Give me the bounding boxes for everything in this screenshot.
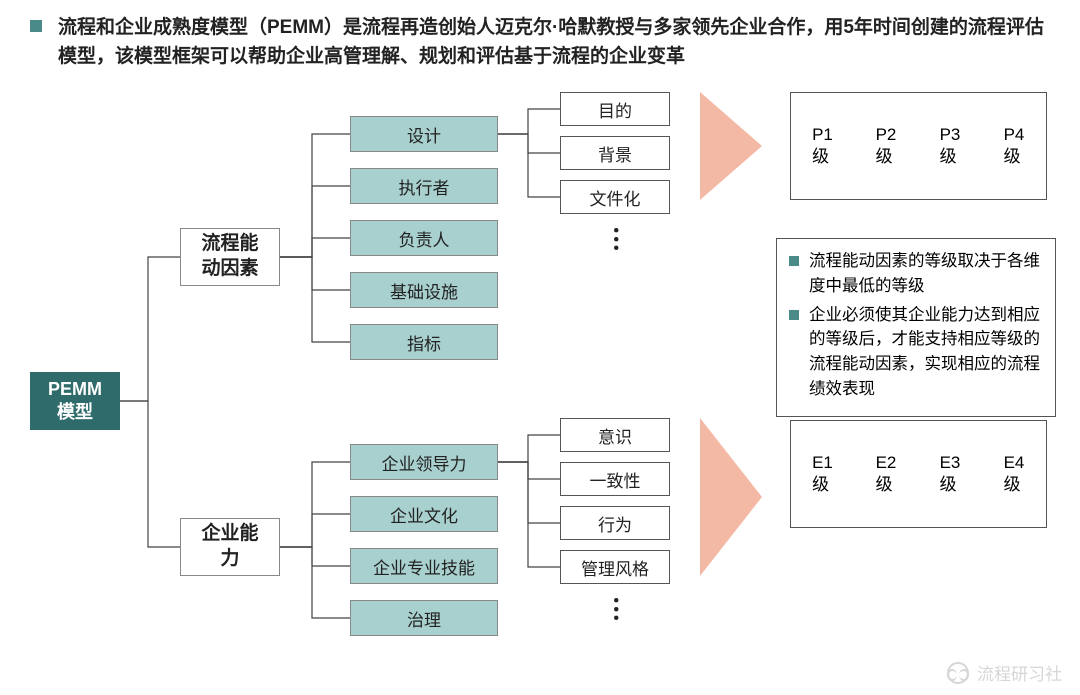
ellipsis-top-icon: ︙	[610, 226, 618, 249]
ellipsis-bottom-icon: ︙	[610, 596, 618, 619]
note-item-1: 流程能动因素的等级取决于各维度中最低的等级	[789, 249, 1043, 299]
wechat-icon	[947, 662, 969, 684]
header: 流程和企业成熟度模型（PEMM）是流程再造创始人迈克尔·哈默教授与多家领先企业合…	[30, 14, 1060, 71]
leaf-awareness: 意识	[560, 418, 670, 452]
mid-governance: 治理	[350, 600, 498, 636]
level-p2: P2 级	[854, 92, 919, 200]
category-process-enablers: 流程能 动因素	[180, 228, 280, 286]
root-node: PEMM 模型	[30, 372, 120, 430]
notes-box: 流程能动因素的等级取决于各维度中最低的等级 企业必须使其企业能力达到相应的等级后…	[776, 238, 1056, 417]
mid-design: 设计	[350, 116, 498, 152]
note-bullet-icon	[789, 256, 799, 266]
header-bullet-icon	[30, 20, 42, 32]
level-e4: E4 级	[982, 420, 1047, 528]
note-bullet-icon	[789, 310, 799, 320]
level-p3: P3 级	[918, 92, 983, 200]
level-p4: P4 级	[982, 92, 1047, 200]
arrow-bottom-icon	[696, 414, 766, 580]
mid-owner: 负责人	[350, 220, 498, 256]
leaf-documentation: 文件化	[560, 180, 670, 214]
category-enterprise-capability: 企业能 力	[180, 518, 280, 576]
note-text-1: 流程能动因素的等级取决于各维度中最低的等级	[809, 249, 1043, 299]
leaf-style: 管理风格	[560, 550, 670, 584]
leaf-alignment: 一致性	[560, 462, 670, 496]
mid-leadership: 企业领导力	[350, 444, 498, 480]
level-p1: P1 级	[790, 92, 855, 200]
mid-culture: 企业文化	[350, 496, 498, 532]
arrow-top-icon	[696, 88, 766, 204]
mid-infrastructure: 基础设施	[350, 272, 498, 308]
diagram-canvas: PEMM 模型 流程能 动因素 企业能 力 设计 执行者 负责人 基础设施 指标…	[0, 80, 1080, 680]
note-text-2: 企业必须使其企业能力达到相应的等级后，才能支持相应等级的流程能动因素，实现相应的…	[809, 303, 1043, 402]
level-e1: E1 级	[790, 420, 855, 528]
mid-expertise: 企业专业技能	[350, 548, 498, 584]
leaf-context: 背景	[560, 136, 670, 170]
leaf-purpose: 目的	[560, 92, 670, 126]
leaf-behavior: 行为	[560, 506, 670, 540]
note-item-2: 企业必须使其企业能力达到相应的等级后，才能支持相应等级的流程能动因素，实现相应的…	[789, 303, 1043, 402]
level-e2: E2 级	[854, 420, 919, 528]
watermark-text: 流程研习社	[977, 660, 1062, 685]
level-e3: E3 级	[918, 420, 983, 528]
mid-metrics: 指标	[350, 324, 498, 360]
mid-executor: 执行者	[350, 168, 498, 204]
watermark: 流程研习社	[947, 660, 1062, 685]
header-text: 流程和企业成熟度模型（PEMM）是流程再造创始人迈克尔·哈默教授与多家领先企业合…	[58, 14, 1060, 71]
